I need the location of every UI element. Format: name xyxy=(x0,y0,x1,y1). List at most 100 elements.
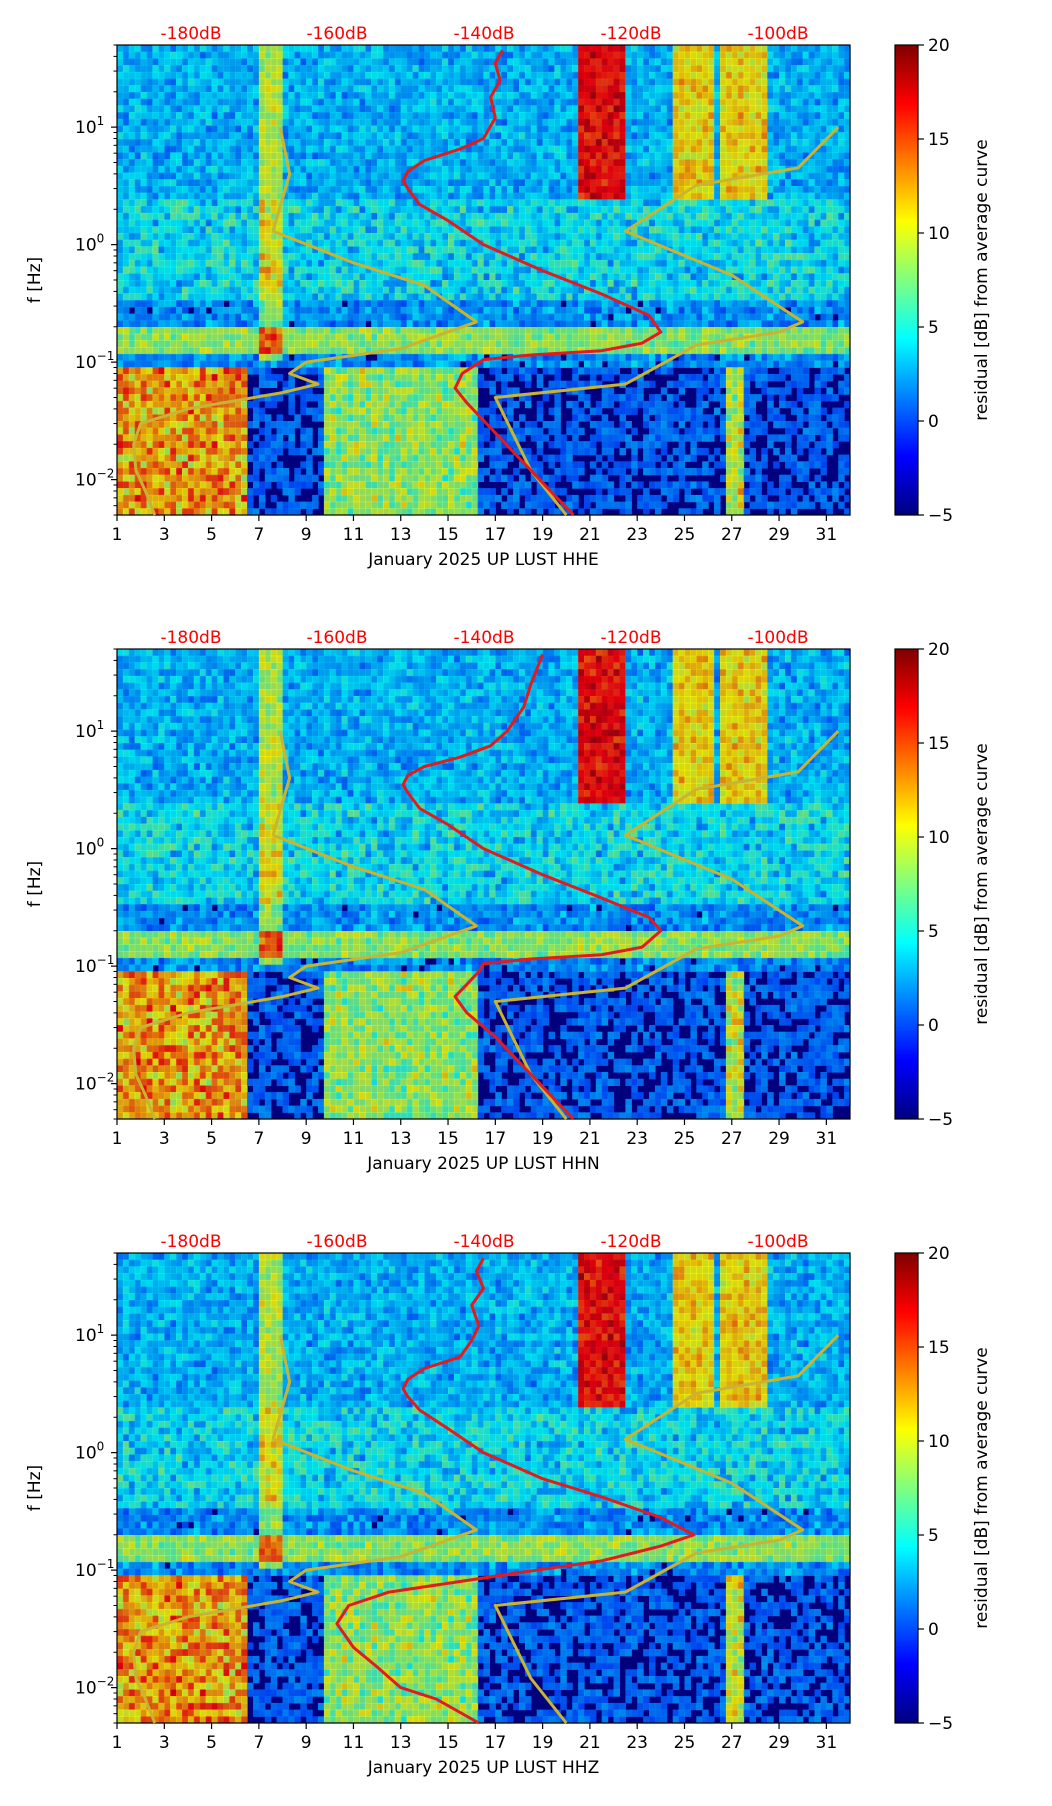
y-axis-label: f [Hz] xyxy=(25,861,45,907)
x-tick-label: 19 xyxy=(532,1129,554,1149)
x-tick-label: 27 xyxy=(721,1733,743,1753)
x-tick-label: 3 xyxy=(159,525,170,545)
x-tick-label: 5 xyxy=(206,1733,217,1753)
colorbar-tick-label: 5 xyxy=(928,318,939,338)
y-tick-label: 100 xyxy=(75,1440,104,1464)
colorbar-tick-label: −5 xyxy=(928,1110,953,1130)
y-axis-label: f [Hz] xyxy=(25,1465,45,1511)
x-axis-label: January 2025 UP LUST HHE xyxy=(367,550,599,570)
x-tick-label: 15 xyxy=(437,1129,459,1149)
x-tick-label: 25 xyxy=(674,525,696,545)
x-tick-label: 19 xyxy=(532,1733,554,1753)
db-scale-label: -100dB xyxy=(747,24,808,44)
colorbar-gradient xyxy=(894,648,919,1120)
x-tick-label: 15 xyxy=(437,1733,459,1753)
colorbar-label: residual [dB] from average curve xyxy=(972,743,992,1024)
x-tick-label: 31 xyxy=(816,1733,838,1753)
x-tick-label: 27 xyxy=(721,1129,743,1149)
colorbar-label: residual [dB] from average curve xyxy=(972,139,992,420)
x-tick-label: 1 xyxy=(112,1129,123,1149)
db-scale-label: -120dB xyxy=(600,628,661,648)
x-tick-label: 29 xyxy=(768,525,790,545)
x-tick-label: 7 xyxy=(253,1733,264,1753)
x-tick-label: 5 xyxy=(206,1129,217,1149)
x-axis-label: January 2025 UP LUST HHZ xyxy=(367,1758,599,1778)
y-tick-label: 10−2 xyxy=(75,1071,114,1095)
colorbar-tick-label: 0 xyxy=(928,1620,939,1640)
colorbar: 20 15 10 5 0 −5 residual [dB] from average cur… xyxy=(894,640,992,1130)
colorbar-tick-label: −5 xyxy=(928,1714,953,1734)
x-tick-label: 1 xyxy=(112,525,123,545)
y-tick-label: 10−2 xyxy=(75,467,114,491)
x-tick-label: 11 xyxy=(343,1733,365,1753)
x-tick-label: 9 xyxy=(301,525,312,545)
colorbar-tick-label: 20 xyxy=(928,36,950,56)
db-scale-label: -140dB xyxy=(453,24,514,44)
y-tick-label: 100 xyxy=(75,836,104,860)
yellow-curve-2 xyxy=(493,1334,840,1724)
db-scale-label: -140dB xyxy=(453,1232,514,1252)
colorbar-label: residual [dB] from average curve xyxy=(972,1347,992,1628)
x-tick-label: 3 xyxy=(159,1129,170,1149)
x-tick-label: 17 xyxy=(485,1733,507,1753)
x-tick-label: 23 xyxy=(626,1129,648,1149)
y-tick-label: 10−2 xyxy=(75,1675,114,1699)
x-tick-label: 23 xyxy=(626,525,648,545)
yellow-curve-1 xyxy=(132,730,478,1120)
colorbar-tick-label: 5 xyxy=(928,1526,939,1546)
y-tick-label: 10−1 xyxy=(75,349,114,373)
y-tick-label: 10−1 xyxy=(75,953,114,977)
x-tick-label: 3 xyxy=(159,1733,170,1753)
x-tick-label: 27 xyxy=(721,525,743,545)
red-curve xyxy=(401,653,663,1121)
db-scale-label: -160dB xyxy=(306,24,367,44)
x-tick-label: 7 xyxy=(253,1129,264,1149)
x-tick-label: 21 xyxy=(579,1733,601,1753)
colorbar: 20 15 10 5 0 −5 residual [dB] from average cur… xyxy=(894,36,992,526)
x-tick-label: 25 xyxy=(674,1129,696,1149)
heatmap-cells xyxy=(117,649,851,1120)
db-scale-label: -180dB xyxy=(160,1232,221,1252)
red-curve xyxy=(335,1257,696,1725)
y-tick-label: 100 xyxy=(75,232,104,256)
colorbar-tick-label: 0 xyxy=(928,412,939,432)
colorbar-tick-label: 15 xyxy=(928,734,950,754)
yellow-curve-2 xyxy=(493,730,840,1120)
x-tick-label: 31 xyxy=(816,1129,838,1149)
colorbar-tick-label: 5 xyxy=(928,922,939,942)
x-tick-label: 11 xyxy=(343,525,365,545)
x-tick-label: 21 xyxy=(579,525,601,545)
x-tick-label: 9 xyxy=(301,1129,312,1149)
x-tick-label: 21 xyxy=(579,1129,601,1149)
spectrogram-panel-hhz: 1 3 5 7 9 11 13 15 17 19 21 23 25 27 29 3110−210−110010… xyxy=(25,1232,992,1778)
db-scale-label: -120dB xyxy=(600,24,661,44)
x-tick-label: 5 xyxy=(206,525,217,545)
db-scale-label: -160dB xyxy=(306,1232,367,1252)
x-tick-label: 31 xyxy=(816,525,838,545)
db-scale-label: -160dB xyxy=(306,628,367,648)
db-scale-label: -100dB xyxy=(747,628,808,648)
x-tick-label: 19 xyxy=(532,525,554,545)
colorbar-gradient xyxy=(894,1252,919,1724)
colorbar-tick-label: 20 xyxy=(928,1244,950,1264)
colorbar-tick-label: −5 xyxy=(928,506,953,526)
colorbar-gradient xyxy=(894,44,919,516)
x-tick-label: 15 xyxy=(437,525,459,545)
x-axis-label: January 2025 UP LUST HHN xyxy=(366,1154,600,1174)
y-axis-label: f [Hz] xyxy=(25,257,45,303)
colorbar-tick-label: 10 xyxy=(928,828,950,848)
colorbar-tick-label: 15 xyxy=(928,1338,950,1358)
db-scale-label: -120dB xyxy=(600,1232,661,1252)
db-scale-label: -180dB xyxy=(160,24,221,44)
yellow-curve-1 xyxy=(132,126,478,516)
heatmap-cells xyxy=(117,45,851,516)
x-tick-label: 7 xyxy=(253,525,264,545)
yellow-curve-2 xyxy=(493,126,840,516)
x-tick-label: 9 xyxy=(301,1733,312,1753)
y-tick-label: 101 xyxy=(75,718,104,742)
yellow-curve-1 xyxy=(132,1334,478,1724)
x-tick-label: 13 xyxy=(390,1733,412,1753)
x-tick-label: 13 xyxy=(390,1129,412,1149)
y-tick-label: 10−1 xyxy=(75,1557,114,1581)
